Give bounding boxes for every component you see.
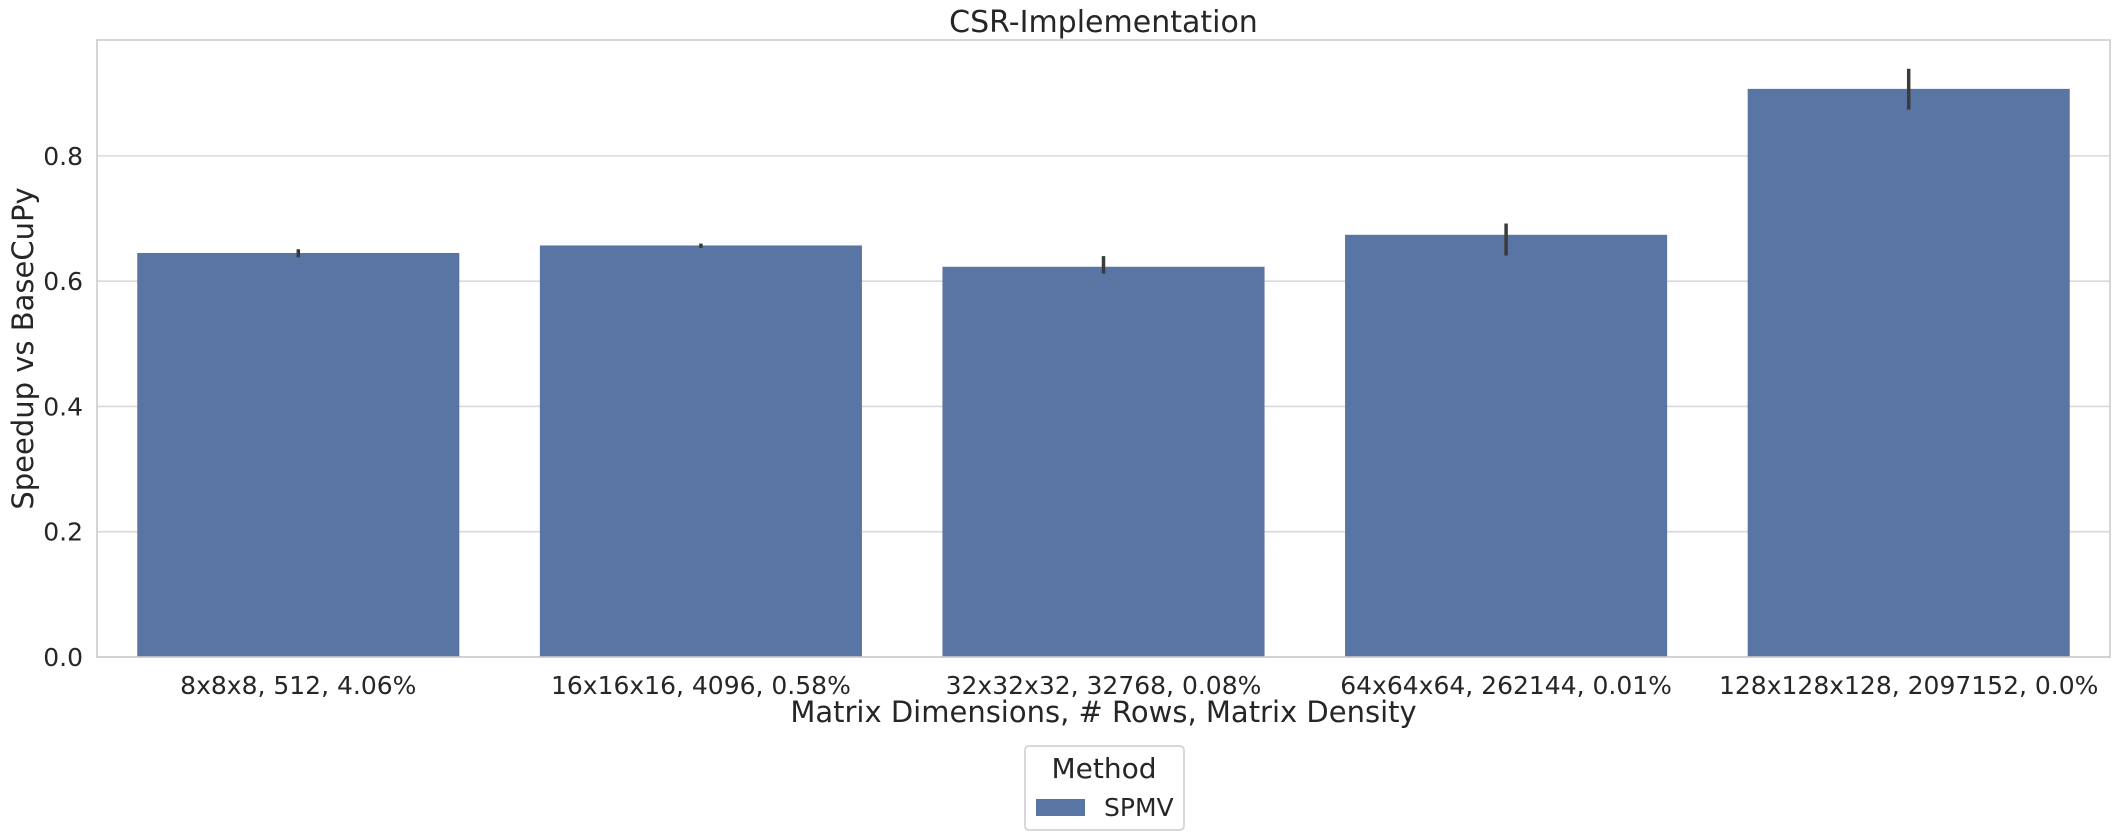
bar[interactable] <box>539 245 862 657</box>
y-tick-label: 0.0 <box>43 643 83 672</box>
y-axis-label: Speedup vs BaseCuPy <box>6 187 40 509</box>
error-bars <box>296 68 1911 274</box>
y-tick-label: 0.6 <box>43 267 83 296</box>
y-tick-labels: 0.0 0.2 0.4 0.6 0.8 <box>43 142 83 672</box>
plot-frame <box>96 39 2111 658</box>
x-axis-label: Matrix Dimensions, # Rows, Matrix Densit… <box>790 695 1416 729</box>
x-tick-label: 32x32x32, 32768, 0.08% <box>946 671 1262 700</box>
x-tick-label: 128x128x128, 2097152, 0.0% <box>1719 671 2098 700</box>
bar[interactable] <box>137 252 460 658</box>
y-tick-label: 0.2 <box>43 518 83 547</box>
y-tick-label: 0.4 <box>43 392 83 421</box>
y-tick-label: 0.8 <box>43 142 83 171</box>
x-tick-label: 16x16x16, 4096, 0.58% <box>551 671 851 700</box>
legend-label-spmv: SPMV <box>1104 793 1174 822</box>
bars <box>137 88 2070 658</box>
legend-swatch-spmv <box>1036 799 1085 816</box>
x-tick-label: 8x8x8, 512, 4.06% <box>180 671 416 700</box>
bar[interactable] <box>942 266 1265 657</box>
legend-title: Method <box>1051 752 1156 785</box>
x-tick-labels: 8x8x8, 512, 4.06% 16x16x16, 4096, 0.58% 32… <box>180 671 2098 700</box>
legend[interactable]: Method SPMV <box>1024 745 1185 831</box>
x-tick-label: 64x64x64, 262144, 0.01% <box>1340 671 1672 700</box>
chart-title: CSR-Implementation <box>949 5 1258 40</box>
bar[interactable] <box>1747 88 2070 657</box>
bar[interactable] <box>1345 234 1668 657</box>
